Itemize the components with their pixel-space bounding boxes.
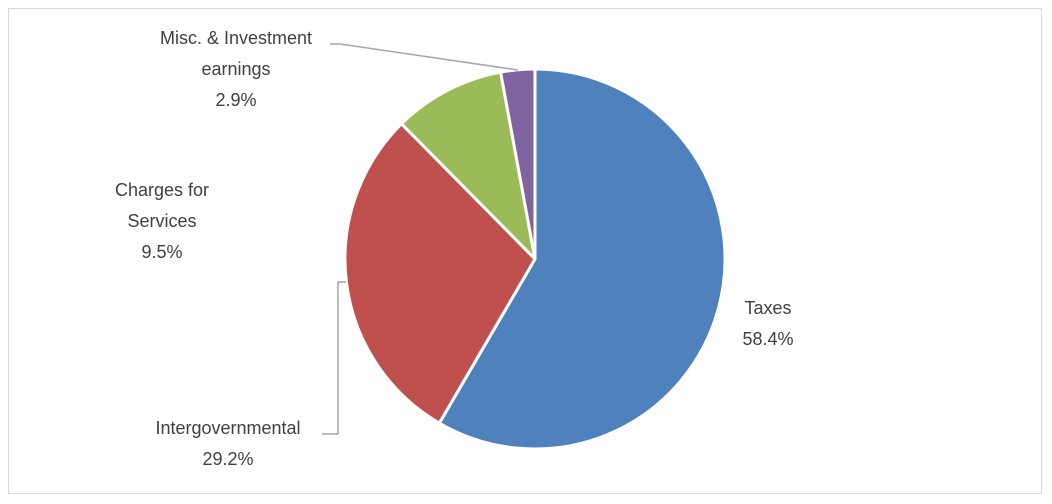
data-labels: Taxes 58.4% Intergovernmental 29.2% Charges … [115,28,794,469]
data-label-category: Misc. & Investment [160,28,312,48]
data-label-category: Charges for [115,180,209,200]
pie-slices [343,67,727,451]
leader-line-intergovernmental [322,281,346,435]
data-label-taxes: Taxes 58.4% [742,298,793,349]
data-label-intergovernmental: Intergovernmental 29.2% [155,418,300,469]
pie-slice-intergovernmental [343,122,537,425]
data-label-misc-investment-earnings: Misc. & Investment earnings 2.9% [160,28,312,110]
data-label-value: 2.9% [215,90,256,110]
leader-line-misc-investment-earnings [330,43,519,71]
data-label-category: Intergovernmental [155,418,300,438]
data-label-charges-for-services: Charges for Services 9.5% [115,180,209,262]
data-label-value: 58.4% [742,329,793,349]
leader-lines [322,43,519,435]
pie-slice-taxes [437,67,727,451]
data-label-category: earnings [201,59,270,79]
data-label-category: Taxes [744,298,791,318]
data-label-value: 9.5% [141,242,182,262]
data-label-value: 29.2% [202,449,253,469]
data-label-category: Services [127,211,196,231]
pie-slice-charges-for-services [400,70,537,261]
